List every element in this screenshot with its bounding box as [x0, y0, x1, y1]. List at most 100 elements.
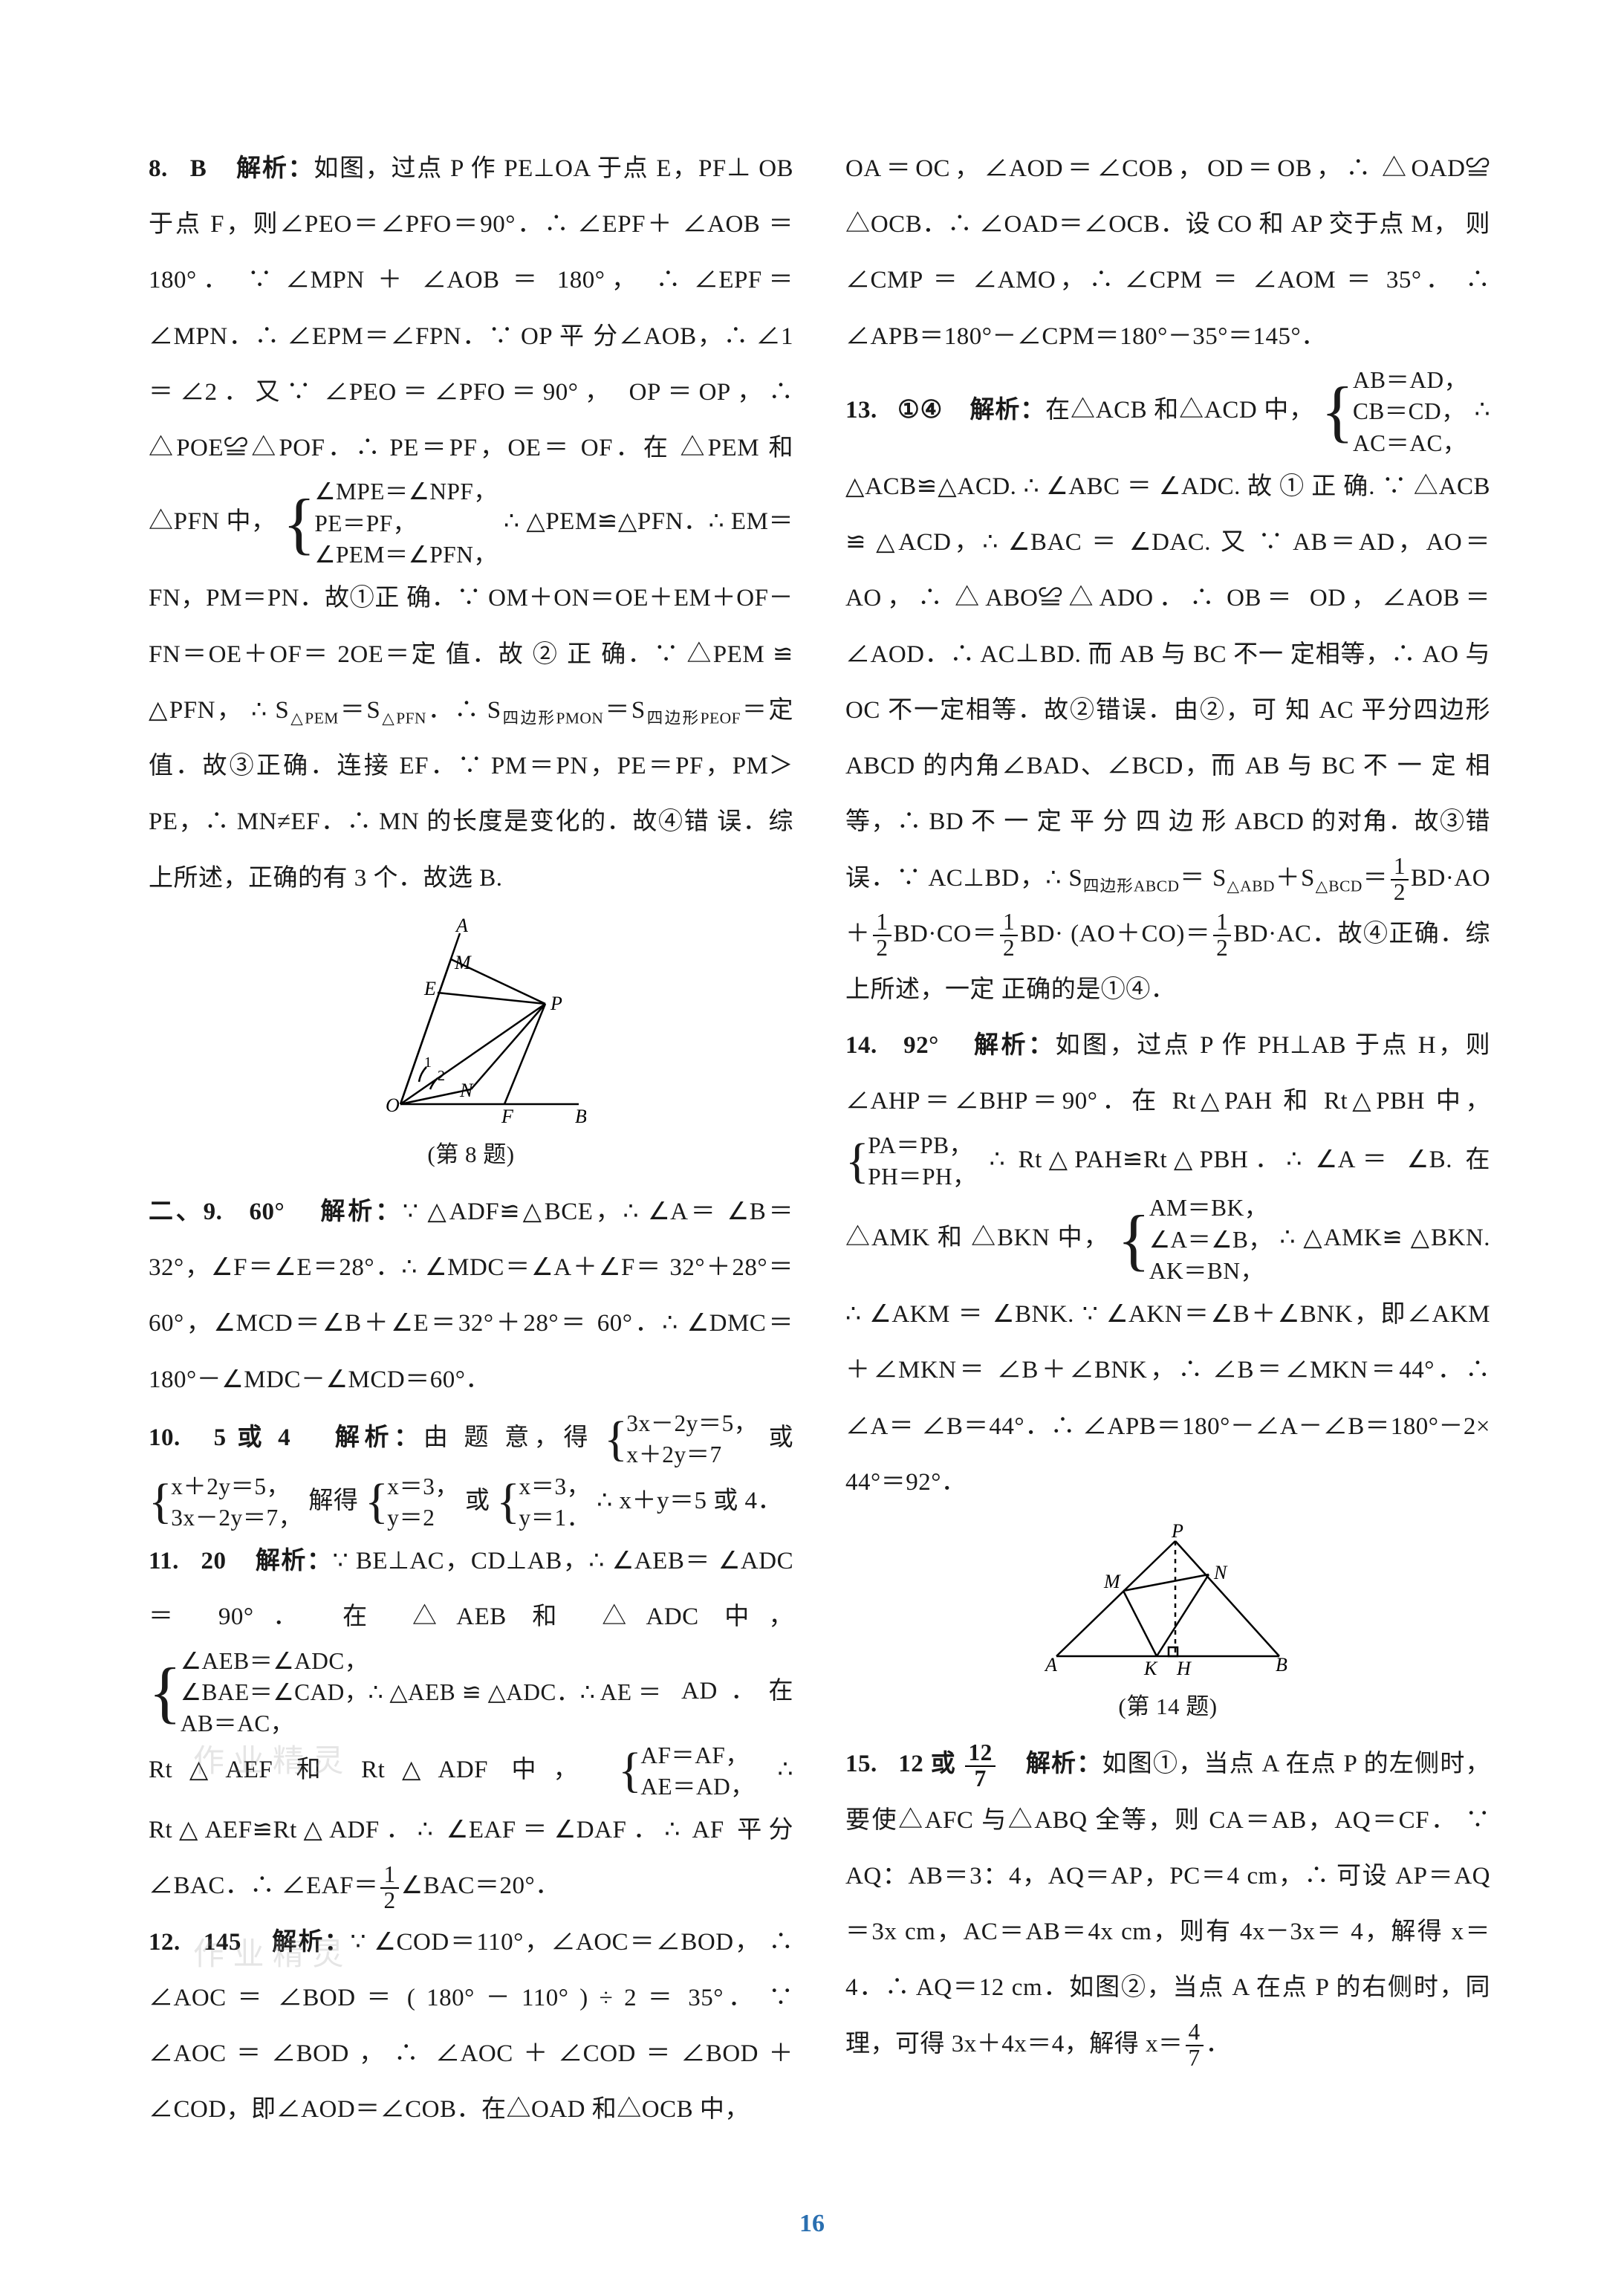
frac-1-2-a: 12 — [380, 1863, 398, 1913]
q14-b1b: PH＝PH， — [868, 1161, 976, 1193]
figure-14: P M N A K H B (第 14 题) — [845, 1522, 1490, 1722]
q10-text-1b: 或 — [769, 1424, 794, 1451]
q15-number: 15. — [845, 1751, 877, 1777]
section-2: 二、 — [149, 1198, 204, 1225]
q8-text-11b: ＝S — [339, 697, 380, 724]
q13-label: 解析： — [970, 397, 1046, 424]
svg-text:B: B — [575, 1106, 586, 1126]
page-number: 16 — [0, 2210, 1624, 2238]
q9-block: 二、9. 60° 解析：∵ △ADF≌△BCE，∴ ∠A＝ ∠B＝32°，∠F＝… — [149, 1184, 793, 1408]
two-column-layout: 8. B 解析：如图，过点 P 作 PE⊥OA 于点 E，PF⊥ OB 于点 F… — [149, 141, 1490, 2138]
q13-text-10c: ＝ — [1362, 865, 1388, 892]
q12-text-6: △OCB．∴ ∠OAD＝∠OCB．设 CO 和 AP 交于点 M， — [845, 211, 1458, 238]
q8-sub2: △PFN — [380, 709, 426, 727]
q11-b1c: AB＝AC， — [181, 1708, 662, 1739]
q8-label: 解析： — [236, 155, 314, 182]
frac-1-2-c: 12 — [873, 910, 891, 961]
frac-1-2-b: 12 — [1391, 854, 1409, 905]
q14-text-1: 如图，过点 P 作 PH⊥AB 于点 H，则 — [1056, 1032, 1490, 1059]
figure-8-svg: A M E P O N F B 1 2 — [356, 918, 586, 1126]
column-right: OA＝OC，∠AOD＝∠COB，OD＝OB，∴ △OAD≌ △OCB．∴ ∠OA… — [845, 141, 1490, 2138]
q10-b1b: x＋2y＝7 — [626, 1439, 757, 1470]
q10-brace-1: { 3x－2y＝5， x＋2y＝7 — [604, 1408, 758, 1471]
figure-8-caption: (第 8 题) — [149, 1140, 793, 1170]
page: 8. B 解析：如图，过点 P 作 PE⊥OA 于点 E，PF⊥ OB 于点 F… — [0, 0, 1624, 2290]
q14-b2a: AM＝BK， — [1149, 1193, 1272, 1224]
q9-label: 解析： — [320, 1198, 402, 1225]
q14-number: 14. — [845, 1032, 877, 1059]
q14-b2c: AK＝BN， — [1149, 1256, 1272, 1287]
svg-text:H: H — [1176, 1658, 1192, 1678]
svg-text:M: M — [1103, 1571, 1121, 1592]
figure-8: A M E P O N F B 1 2 (第 8 题) — [149, 918, 793, 1170]
figure-14-caption: (第 14 题) — [845, 1692, 1490, 1722]
q13-brace-1: { AB＝AD， CB＝CD， AC＝AC， — [1321, 365, 1467, 459]
q14-b2b: ∠A＝∠B， — [1149, 1225, 1272, 1256]
q13-text-10a: S — [1212, 865, 1227, 892]
column-left: 8. B 解析：如图，过点 P 作 PE⊥OA 于点 E，PF⊥ OB 于点 F… — [149, 141, 793, 2138]
q14-b1a: PA＝PB， — [868, 1130, 976, 1161]
q8-block: 8. B 解析：如图，过点 P 作 PE⊥OA 于点 E，PF⊥ OB 于点 F… — [149, 141, 793, 906]
q14-text-3b: ∴ Rt△PAH≌Rt△PBH．∴ ∠A＝ — [990, 1146, 1394, 1173]
q8-answer: B — [190, 155, 207, 182]
q10-b1a: 3x－2y＝5， — [626, 1408, 757, 1439]
q12-text-1: ∵ ∠COD＝110°，∠AOC＝∠BOD， — [351, 1929, 761, 1956]
q13-text-10b: ＋S — [1275, 865, 1315, 892]
q13-text-9b: ＝ — [1180, 865, 1206, 892]
q10-text-2c: ∴ x＋y＝5 或 4． — [597, 1487, 782, 1514]
q13-sub3: △BCD — [1315, 877, 1362, 895]
q10-b3b: y＝2 — [387, 1502, 458, 1534]
q10-answer: 5 或 4 — [214, 1424, 291, 1451]
q13-number: 13. — [845, 397, 877, 424]
q8-brace1-c: ∠PEM＝∠PFN， — [314, 539, 497, 571]
svg-text:1: 1 — [424, 1054, 432, 1071]
svg-text:B: B — [1276, 1654, 1287, 1676]
q8-text-11e: ＝定 — [741, 697, 793, 724]
q13-text-10e: BD·CO＝ — [894, 921, 998, 947]
q11-b2b: AE＝AD， — [640, 1771, 754, 1803]
q10-b2a: x＋2y＝5， — [171, 1471, 302, 1502]
q10-brace-2: { x＋2y＝5， 3x－2y＝7， — [149, 1471, 302, 1534]
q8-sub3: 四边形PMON — [501, 709, 604, 727]
svg-text:E: E — [423, 978, 436, 999]
q9-number: 9. — [204, 1198, 223, 1225]
q13-sub2: △ABD — [1227, 877, 1275, 895]
q12-text-5: OA＝OC，∠AOD＝∠COB，OD＝OB，∴ △OAD≌ — [845, 155, 1490, 182]
q13-b1b: CB＝CD， — [1353, 396, 1468, 427]
q11-label: 解析： — [256, 1548, 333, 1574]
q14-text-3a: 中， — [1436, 1088, 1490, 1115]
svg-text:2: 2 — [438, 1068, 446, 1084]
q10-label: 解析： — [335, 1424, 423, 1451]
q8-brace1-a: ∠MPE＝∠NPF， — [314, 476, 497, 507]
q8-number: 8. — [149, 155, 168, 182]
q14-brace-1: { PA＝PB， PH＝PH， — [845, 1130, 976, 1193]
q8-text-11c: ．∴ S — [426, 697, 501, 724]
q14-text-9: 44°＝92°． — [845, 1469, 966, 1496]
q15-block: 15. 12 或 127 解析：如图①，当点 A 在点 P 的左侧时， 要使△A… — [845, 1736, 1490, 2072]
q11-b1b: ∠BAE＝∠CAD，∴ △AEB ≌ △ADC．∴ AE ＝ — [181, 1677, 662, 1708]
q15-text-1: 如图①，当点 A 在点 P 的左侧时， — [1102, 1751, 1491, 1777]
q13-answer: ①④ — [897, 397, 943, 424]
q12-text-4: ∠COD，即∠AOD＝∠COB．在△OAD 和△OCB 中， — [149, 2096, 750, 2123]
q15-text-2: 要使△AFC 与△ABQ 全等，则 CA＝AB，AQ＝CF． — [845, 1807, 1458, 1834]
q8-brace-1: { ∠MPE＝∠NPF， PE＝PF， ∠PEM＝∠PFN， — [282, 476, 497, 571]
q10-b2b: 3x－2y＝7， — [171, 1502, 302, 1534]
q10-text-1a: 由 题 意，得 — [423, 1424, 604, 1451]
q13-text-1a: 在△ACB 和△ACD 中， — [1045, 397, 1314, 424]
svg-text:A: A — [1044, 1654, 1057, 1676]
q13-text-12: 正确的是①④． — [1001, 976, 1176, 1003]
q8-text-11d: ＝S — [603, 697, 645, 724]
svg-text:P: P — [1171, 1522, 1183, 1542]
frac-1-2-d: 12 — [1000, 910, 1018, 961]
q8-sub4: 四边形PEOF — [646, 709, 741, 727]
q8-brace1-b: PE＝PF， — [314, 508, 497, 539]
q15-answer-frac: 127 — [965, 1741, 995, 1791]
q15-answer-a: 12 或 — [898, 1751, 963, 1777]
q13-text-11a: (AO＋CO)＝ — [1071, 921, 1211, 947]
q10-text-2a: 解得 — [308, 1487, 358, 1514]
q12-block: 12. 145 解析：∵ ∠COD＝110°，∠AOC＝∠BOD， ∴ ∠AOC… — [149, 1915, 793, 2138]
q9-text-1: ∵ △ADF≌△BCE，∴ ∠A＝ — [403, 1198, 718, 1225]
svg-text:F: F — [501, 1106, 514, 1126]
q14-answer: 92° — [903, 1032, 939, 1059]
svg-text:P: P — [550, 993, 562, 1014]
